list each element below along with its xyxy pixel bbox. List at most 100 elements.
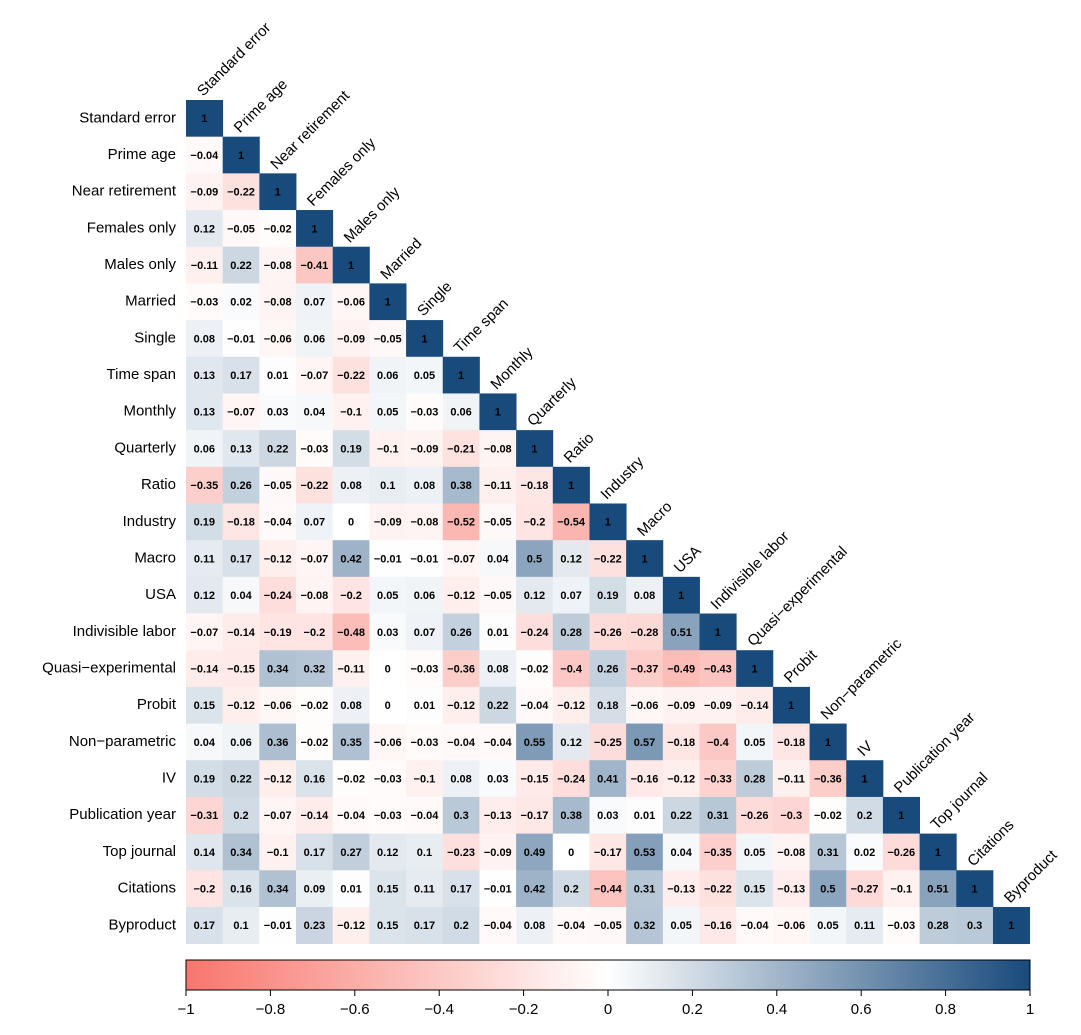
column-label: Probit xyxy=(781,646,821,686)
heatmap-cell xyxy=(736,760,774,798)
row-label: Probit xyxy=(137,696,177,713)
heatmap-cell xyxy=(259,613,297,651)
cell-label: 0.02 xyxy=(854,847,875,859)
heatmap-cell xyxy=(186,723,224,761)
cell-label: −0.06 xyxy=(374,737,402,749)
heatmap-cell xyxy=(442,430,480,468)
cell-label: −0.43 xyxy=(704,663,732,675)
heatmap-cell xyxy=(332,430,370,468)
cell-label: 0.06 xyxy=(414,590,435,602)
cell-label: 0.51 xyxy=(927,884,948,896)
cell-label: 0.11 xyxy=(854,920,875,932)
heatmap-cell xyxy=(626,650,664,688)
heatmap-cell xyxy=(296,796,334,834)
heatmap-cell xyxy=(772,833,810,871)
heatmap-cell xyxy=(589,723,627,761)
cell-label: −0.36 xyxy=(447,663,475,675)
heatmap-cell xyxy=(332,576,370,614)
heatmap-cell xyxy=(406,723,444,761)
row-label: Time span xyxy=(107,366,176,383)
heatmap-cell xyxy=(699,686,737,724)
heatmap-cell xyxy=(296,210,334,248)
cell-label: 0 xyxy=(385,663,391,675)
cell-label: −0.11 xyxy=(778,773,805,785)
cell-label: 0.08 xyxy=(340,700,361,712)
heatmap-cell xyxy=(736,650,774,688)
cell-label: −0.04 xyxy=(190,150,219,162)
cell-label: 0.03 xyxy=(597,810,618,822)
heatmap-cell xyxy=(552,576,590,614)
cell-label: 0.08 xyxy=(194,333,215,345)
heatmap-cell xyxy=(369,503,407,541)
heatmap-cell xyxy=(479,906,517,945)
heatmap-cell xyxy=(369,613,407,651)
cell-label: 0.28 xyxy=(927,920,948,932)
cell-label: −0.54 xyxy=(557,517,586,529)
column-label: USA xyxy=(671,543,705,577)
cell-label: 0.08 xyxy=(634,590,655,602)
heatmap-cell xyxy=(479,576,517,614)
heatmap-cell xyxy=(259,686,297,724)
cell-label: 0.3 xyxy=(453,810,468,822)
cell-label: 0.11 xyxy=(194,553,215,565)
heatmap-cell xyxy=(332,906,370,945)
heatmap-cell xyxy=(809,906,847,945)
heatmap-cell xyxy=(186,760,224,798)
cell-label: −0.04 xyxy=(557,920,586,932)
cell-label: 0.05 xyxy=(744,847,765,859)
heatmap-cell xyxy=(406,613,444,651)
heatmap-cell xyxy=(369,576,407,614)
heatmap-cell xyxy=(406,870,444,908)
column-label: Byproduct xyxy=(1001,846,1061,906)
cell-label: −0.2 xyxy=(193,884,215,896)
heatmap-cell xyxy=(699,723,737,761)
heatmap-cell xyxy=(846,796,884,834)
cell-label: 0.01 xyxy=(267,370,288,382)
cell-label: −0.13 xyxy=(667,884,695,896)
cell-label: −0.27 xyxy=(851,884,879,896)
heatmap-cell xyxy=(296,686,334,724)
cell-label: −0.16 xyxy=(704,920,732,932)
heatmap-cell xyxy=(589,686,627,724)
cell-label: −0.09 xyxy=(374,517,402,529)
cell-label: −0.12 xyxy=(264,553,292,565)
heatmap-cell xyxy=(369,393,407,431)
cell-label: 0.3 xyxy=(967,920,982,932)
heatmap-cell xyxy=(186,430,224,468)
colorbar-tick-label: 1 xyxy=(1026,1001,1034,1018)
cell-label: −0.07 xyxy=(300,370,328,382)
heatmap-cell xyxy=(259,650,297,688)
cell-label: 0.17 xyxy=(304,847,325,859)
heatmap-cell xyxy=(259,723,297,761)
row-label: Married xyxy=(125,293,176,310)
cell-label: 0.01 xyxy=(487,627,508,639)
cell-label: 0.04 xyxy=(194,737,216,749)
heatmap-cell xyxy=(479,833,517,871)
heatmap-cell xyxy=(442,613,480,651)
heatmap-cell xyxy=(442,356,480,394)
cell-label: −0.37 xyxy=(631,663,659,675)
heatmap-cell xyxy=(479,650,517,688)
heatmap-cell xyxy=(259,833,297,871)
row-label: IV xyxy=(162,770,176,787)
heatmap-cell xyxy=(699,906,737,945)
cell-label: 0 xyxy=(348,517,354,529)
cell-label: −0.08 xyxy=(264,297,292,309)
heatmap-cell xyxy=(479,430,517,468)
cell-label: 0.08 xyxy=(487,663,508,675)
heatmap-cell xyxy=(589,503,627,541)
cell-label: 0.07 xyxy=(414,627,435,639)
column-label: Time span xyxy=(451,295,512,356)
heatmap-cell xyxy=(589,870,627,908)
heatmap-cell xyxy=(516,466,554,504)
heatmap-cell xyxy=(552,466,590,504)
cell-label: −0.17 xyxy=(594,847,622,859)
heatmap-cell xyxy=(406,760,444,798)
heatmap-cell xyxy=(222,430,260,468)
column-label: Industry xyxy=(597,453,647,503)
heatmap-cell xyxy=(332,246,370,284)
heatmap-cell xyxy=(259,540,297,578)
cell-label: −0.18 xyxy=(667,737,695,749)
cell-label: 0.01 xyxy=(414,700,435,712)
heatmap-cell xyxy=(222,686,260,724)
